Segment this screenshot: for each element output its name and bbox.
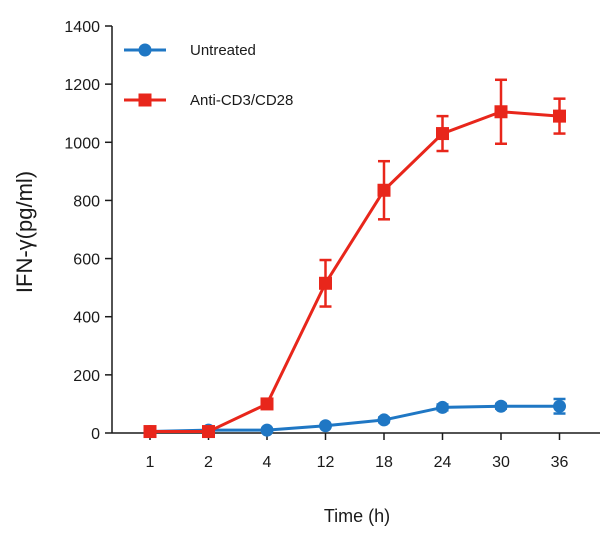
data-point — [377, 183, 391, 197]
legend-marker — [138, 93, 152, 107]
y-tick-label: 1400 — [64, 19, 100, 36]
legend-item: Untreated — [124, 42, 256, 59]
legend-label: Untreated — [190, 42, 256, 59]
y-tick-label: 1000 — [64, 135, 100, 152]
y-ticks: 0 200 400 600 800 1000 1200 1400 — [64, 19, 112, 443]
y-axis-title: IFN-γ(pg/ml) — [12, 171, 37, 293]
legend: Untreated Anti-CD3/CD28 — [124, 42, 293, 109]
data-point — [553, 109, 566, 123]
legend-marker — [138, 43, 152, 57]
data-point — [143, 425, 157, 439]
y-tick-label: 0 — [91, 426, 100, 443]
data-point — [494, 399, 508, 413]
x-tick-label: 1 — [146, 454, 155, 471]
data-point — [377, 413, 391, 427]
data-point — [494, 105, 508, 119]
y-tick-label: 1200 — [64, 77, 100, 94]
x-tick-label: 30 — [492, 454, 510, 471]
data-point — [319, 419, 332, 433]
x-tick-label: 36 — [551, 454, 569, 471]
y-tick-label: 800 — [73, 193, 100, 210]
y-tick-label: 200 — [73, 368, 100, 385]
series-line — [150, 110, 560, 434]
data-point — [553, 399, 566, 413]
x-tick-label: 24 — [434, 454, 452, 471]
data-point — [260, 397, 274, 411]
x-ticks: 1 2 4 12 18 24 30 36 — [146, 433, 569, 471]
x-tick-label: 2 — [204, 454, 213, 471]
data-point — [202, 425, 215, 439]
series-anti-cd3-cd28 — [143, 78, 566, 439]
legend-label: Anti-CD3/CD28 — [190, 92, 293, 109]
y-tick-label: 400 — [73, 310, 100, 327]
y-tick-label: 600 — [73, 252, 100, 269]
x-tick-label: 12 — [317, 454, 335, 471]
axes — [111, 26, 600, 434]
x-axis-title: Time (h) — [324, 506, 390, 526]
x-tick-label: 4 — [263, 454, 272, 471]
series-line — [149, 404, 560, 434]
data-point — [436, 127, 449, 141]
data-point — [319, 276, 332, 290]
series-layer — [143, 78, 566, 439]
legend-item: Anti-CD3/CD28 — [124, 92, 293, 109]
data-point — [436, 400, 449, 414]
x-tick-label: 18 — [375, 454, 393, 471]
data-point — [260, 423, 274, 437]
